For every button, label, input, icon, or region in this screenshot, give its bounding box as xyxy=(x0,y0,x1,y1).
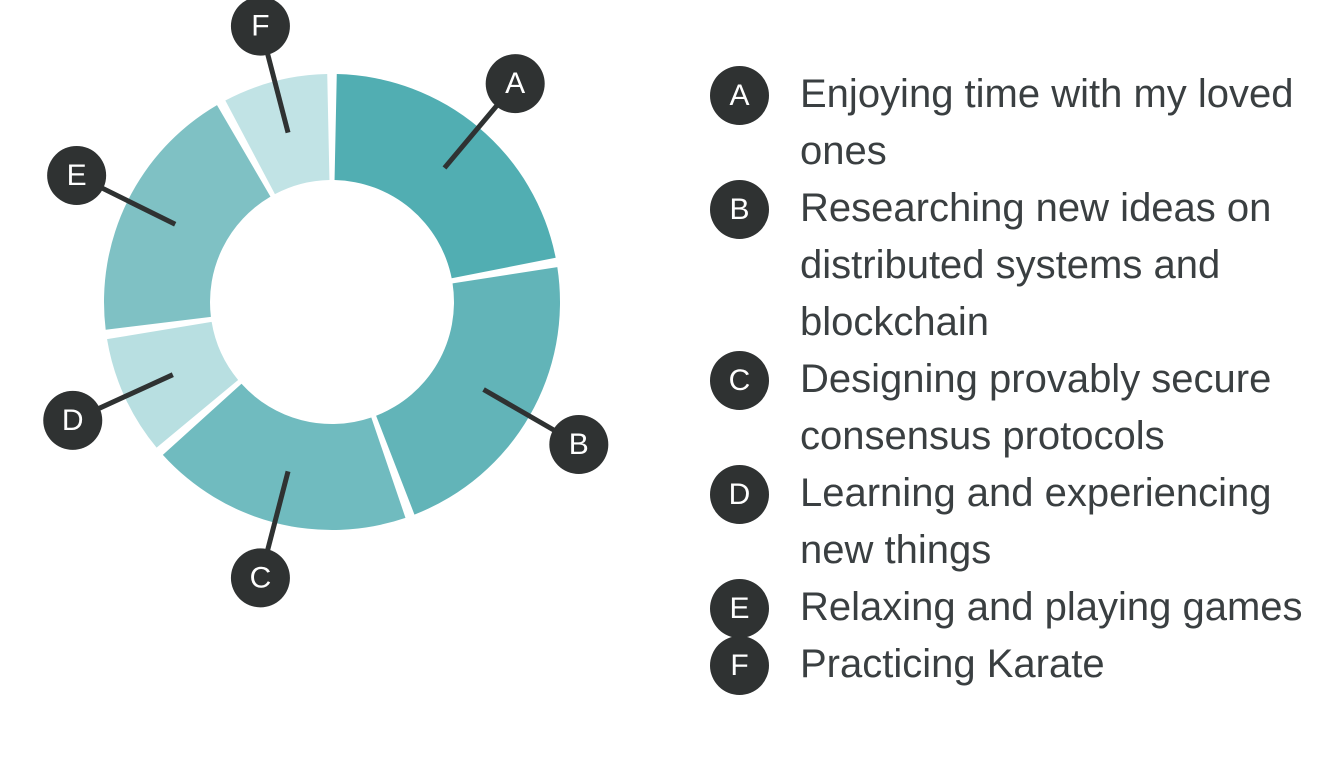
donut-slice-a xyxy=(334,74,556,279)
donut-chart: A B C D E F xyxy=(43,0,609,608)
legend-badge-b: B xyxy=(710,180,769,239)
slice-label-d: D xyxy=(62,404,84,437)
legend: A Enjoying time with my loved ones B Res… xyxy=(706,66,1331,695)
legend-badge-d: D xyxy=(710,465,769,524)
leader-line-a xyxy=(442,102,500,170)
slice-label-f: F xyxy=(251,10,269,43)
slice-badge-e xyxy=(47,145,107,205)
slice-badge-d xyxy=(43,390,103,450)
legend-badge-f: F xyxy=(710,636,769,695)
slice-label-a: A xyxy=(505,67,525,100)
legend-text-e: Relaxing and playing games xyxy=(800,585,1303,629)
donut-slice-c xyxy=(162,383,406,530)
legend-item-f: F Practicing Karate xyxy=(706,636,1331,695)
leader-line-d xyxy=(96,372,174,412)
donut-slice-e xyxy=(104,105,271,330)
leader-line-c xyxy=(264,470,291,553)
donut-slice-b xyxy=(376,267,560,515)
leader-line-e xyxy=(99,185,177,227)
legend-text-a: Enjoying time with my loved ones xyxy=(800,72,1294,173)
slice-badge-a xyxy=(485,54,545,114)
donut-ring xyxy=(104,74,560,530)
legend-text-c: Designing provably secure consensus prot… xyxy=(800,357,1272,458)
slice-badge-c xyxy=(230,548,290,608)
donut-slice-d xyxy=(107,321,239,448)
legend-item-a: A Enjoying time with my loved ones xyxy=(706,66,1331,180)
legend-text-b: Researching new ideas on distributed sys… xyxy=(800,186,1272,344)
legend-item-b: B Researching new ideas on distributed s… xyxy=(706,180,1331,351)
legend-badge-a: A xyxy=(710,66,769,125)
leader-line-f xyxy=(264,51,291,134)
leader-line-b xyxy=(482,387,557,434)
legend-item-e: E Relaxing and playing games xyxy=(706,579,1331,638)
legend-badge-e: E xyxy=(710,579,769,638)
legend-item-c: C Designing provably secure consensus pr… xyxy=(706,351,1331,465)
legend-text-d: Learning and experiencing new things xyxy=(800,471,1272,572)
slice-label-e: E xyxy=(67,159,87,192)
legend-item-d: D Learning and experiencing new things xyxy=(706,465,1331,579)
donut-slice-f xyxy=(225,74,330,195)
legend-text-f: Practicing Karate xyxy=(800,642,1105,686)
slice-badge-f xyxy=(230,0,290,56)
donut-labels: A B C D E F xyxy=(43,0,609,608)
legend-badge-c: C xyxy=(710,351,769,410)
slice-label-b: B xyxy=(569,428,589,461)
slice-label-c: C xyxy=(250,561,272,594)
slice-badge-b xyxy=(549,415,609,474)
